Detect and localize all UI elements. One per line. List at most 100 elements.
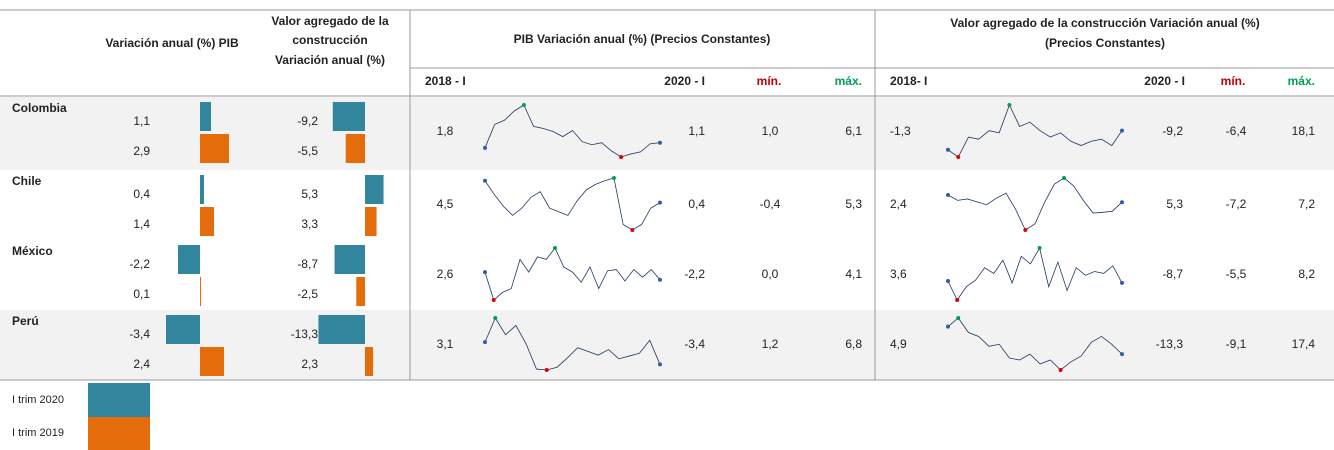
data-bar [200,175,204,204]
stat-value: 4,9 [890,337,907,351]
value-label: 3,3 [301,217,318,231]
sparkline-marker [483,270,487,275]
sparkline-marker [1120,280,1124,285]
stat-value: 6,8 [845,337,862,351]
header: Variación anual (%) [275,53,385,67]
data-bar [334,245,365,274]
sparkline-marker [1037,246,1042,250]
stat-value: -1,3 [890,124,911,138]
stat-value: -9,1 [1226,337,1247,351]
sparkline-marker [946,324,950,329]
sparkline-marker [955,298,960,302]
stat-value: 18,1 [1292,124,1316,138]
country-name: Colombia [12,101,67,115]
stat-value: -8,7 [1162,267,1183,281]
stat-value: 1,0 [762,124,779,138]
sparkline-marker [1120,128,1124,133]
subheader: 2018- I [890,74,927,88]
legend-label: I trim 2019 [12,427,64,439]
sparkline [947,177,1123,231]
sparkline-marker [658,140,662,145]
sparkline-marker [1120,352,1124,357]
sparkline-marker [521,103,526,107]
stat-value: 1,1 [688,124,705,138]
data-bar [200,277,201,306]
data-bar [178,245,200,274]
header: Valor agregado de la construcción Variac… [950,16,1259,30]
sparkline-marker [658,362,662,367]
legend-swatch [88,383,150,417]
stat-value: 6,1 [845,124,862,138]
sparkline-marker [658,200,662,205]
sparkline [947,246,1123,301]
value-label: -5,5 [297,144,318,158]
value-label: -2,2 [129,257,150,271]
stat-value: -9,2 [1162,124,1183,138]
value-label: 1,4 [133,217,150,231]
data-bar [356,277,365,306]
stat-value: 5,3 [1166,197,1183,211]
stat-value: 8,2 [1298,267,1315,281]
country-name: México [12,244,53,258]
value-label: 0,4 [133,187,150,201]
data-bar [365,347,374,376]
sparkline-marker [483,340,487,345]
value-label: 1,1 [133,114,150,128]
data-bar [200,102,211,131]
stat-value: 7,2 [1298,197,1315,211]
value-label: -2,5 [297,287,318,301]
sparkline [947,317,1123,371]
sparkline-marker [611,176,616,180]
stat-value: -7,2 [1226,197,1247,211]
sparkline-marker [658,277,662,282]
sparkline [484,247,661,301]
subheader: máx. [1288,74,1315,88]
sparkline-marker [1007,103,1012,107]
stat-value: 1,8 [437,124,454,138]
value-label: 2,3 [301,357,318,371]
value-label: 5,3 [301,187,318,201]
country-name: Chile [12,174,42,188]
header: Variación anual (%) PIB [105,36,239,50]
stat-value: 2,4 [890,197,907,211]
value-label: -8,7 [297,257,318,271]
stat-value: 0,4 [688,197,705,211]
stat-value: 17,4 [1292,337,1316,351]
subheader: 2020 - I [664,74,705,88]
sparkline-marker [630,228,635,232]
stat-value: 3,6 [890,267,907,281]
subheader: 2018 - I [425,74,466,88]
sparkline-marker [1062,176,1066,180]
sparkline-marker [483,178,487,183]
sparkline [484,317,661,371]
data-bar [318,315,365,344]
header: PIB Variación anual (%) (Precios Constan… [514,32,771,46]
header: construcción [292,33,367,47]
header: Valor agregado de la [271,14,389,28]
sparkline [484,177,661,231]
sparkline-marker [1058,368,1063,372]
sparkline-marker [491,298,496,302]
value-label: -9,2 [297,114,318,128]
sparkline-marker [493,316,498,320]
stat-value: 1,2 [762,337,779,351]
sparkline-marker [1120,200,1124,205]
sparkline [484,104,661,158]
subheader: mín. [1221,74,1246,88]
stat-value: 5,3 [845,197,862,211]
sparkline-marker [956,316,961,320]
value-label: -3,4 [129,327,150,341]
subheader: máx. [835,74,862,88]
stat-value: 4,5 [437,197,454,211]
country-name: Perú [12,314,39,328]
sparkline-marker [553,246,557,250]
legend-swatch [88,417,150,450]
stat-value: 0,0 [762,267,779,281]
sparkline-marker [946,192,950,197]
sparkline-marker [619,155,624,159]
subheader: 2020 - I [1144,74,1185,88]
sparkline-marker [544,368,549,372]
sparkline-marker [946,147,950,152]
